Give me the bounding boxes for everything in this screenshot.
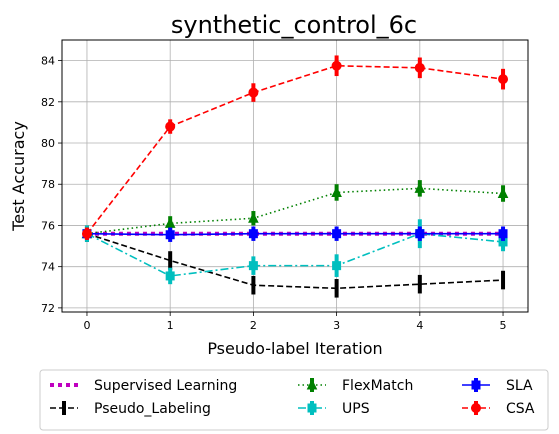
data-point [165,271,175,281]
data-point [414,62,425,73]
plot-frame [61,39,529,313]
y-tick-label: 78 [41,178,55,191]
legend-item-ups: UPS [298,401,370,417]
x-tick-label: 5 [500,319,507,332]
y-tick-label: 84 [41,55,55,68]
legend-label: FlexMatch [342,378,413,394]
legend-item-csa: CSA [462,401,535,417]
data-point [165,121,176,132]
legend-label: UPS [342,401,370,417]
ticks: 0 1 2 3 4 5 72 74 76 78 80 82 84 [41,55,507,332]
x-tick-label: 2 [250,319,257,332]
legend-marker [307,403,317,413]
legend-label: CSA [506,401,535,417]
legend-label: Supervised Learning [94,378,237,394]
data-point [332,261,342,271]
data-point [248,261,258,271]
x-axis-title: Pseudo-label Iteration [207,339,382,358]
series-line [86,232,504,236]
legend-box [39,369,549,431]
series-line [86,187,504,235]
x-tick-label: 4 [416,319,423,332]
y-axis-title: Test Accuracy [9,121,28,232]
legend-label: Pseudo_Labeling [94,401,211,417]
x-tick-label: 1 [167,319,174,332]
x-tick-label: 0 [83,319,90,332]
data-point [414,182,426,193]
legend: Supervised Learning Pseudo_Labeling FlexMa… [39,369,549,431]
legend-marker [471,380,481,390]
data-point [248,229,258,239]
series-line [86,232,504,290]
data-point [497,187,509,199]
data-point [331,186,342,197]
legend-item-flexmatch: FlexMatch [298,378,413,394]
series-line [86,232,504,277]
series-csa [81,55,509,240]
data-point [164,217,176,228]
data-point [165,230,175,240]
chart-title: synthetic_control_6c [171,11,417,39]
y-tick-label: 80 [41,137,55,150]
legend-label: SLA [506,378,533,394]
legend-marker [471,403,481,413]
legend-marker [306,378,318,390]
data-point [81,228,92,239]
legend-item-pseudo-labeling: Pseudo_Labeling [50,401,211,417]
data-point [498,74,509,85]
y-tick-label: 74 [41,261,55,274]
data-point [415,229,425,239]
data-point [248,212,259,223]
series-layer [81,55,509,298]
data-point [498,229,508,239]
legend-item-supervised-learning: Supervised Learning [50,378,237,394]
y-tick-label: 76 [41,219,55,232]
legend-item-sla: SLA [462,378,533,394]
y-tick-label: 82 [41,96,55,109]
data-point [332,229,342,239]
data-point [331,60,342,71]
series-line [86,64,504,235]
x-tick-label: 3 [333,319,340,332]
data-point [248,87,259,98]
y-tick-label: 72 [41,302,55,315]
